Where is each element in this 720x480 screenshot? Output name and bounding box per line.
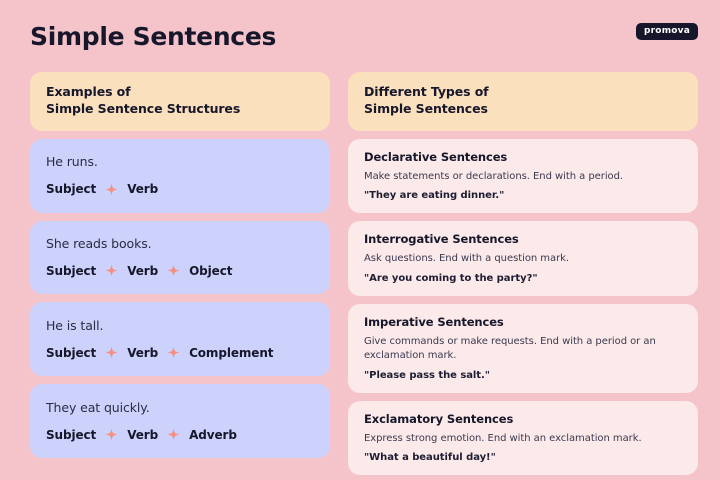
structure-part: Verb xyxy=(127,427,159,442)
sentence-type-card[interactable]: Interrogative Sentences Ask questions. E… xyxy=(348,221,698,296)
left-column-heading: Examples of Simple Sentence Structures xyxy=(30,72,330,131)
structure-card[interactable]: He runs. Subject Verb xyxy=(30,138,330,213)
sentence-type-example: "Are you coming to the party?" xyxy=(364,272,538,284)
structure-example: She reads books. xyxy=(46,235,152,251)
structure-formula: Subject Verb Object xyxy=(46,264,314,278)
plus-icon xyxy=(105,264,118,277)
plus-icon xyxy=(105,183,118,196)
left-column: Examples of Simple Sentence Structures H… xyxy=(30,72,330,458)
plus-icon xyxy=(167,346,180,359)
structure-card[interactable]: They eat quickly. Subject Verb Adverb xyxy=(30,384,330,458)
sentence-type-example: "Please pass the salt." xyxy=(364,369,490,381)
structure-card[interactable]: She reads books. Subject Verb Object xyxy=(30,220,330,295)
plus-icon xyxy=(105,346,118,359)
plus-icon xyxy=(105,428,118,441)
structure-part: Subject xyxy=(46,427,97,442)
structure-formula: Subject Verb Complement xyxy=(46,346,314,360)
structure-part: Subject xyxy=(46,345,97,360)
sentence-type-description: Make statements or declarations. End wit… xyxy=(364,170,624,182)
left-heading-line-1: Examples of xyxy=(46,84,131,99)
structure-part: Verb xyxy=(127,263,159,278)
sentence-type-title: Declarative Sentences xyxy=(364,149,508,164)
structure-part: Object xyxy=(189,263,233,278)
sentence-type-card[interactable]: Imperative Sentences Give commands or ma… xyxy=(348,303,698,393)
sentence-type-title: Interrogative Sentences xyxy=(364,232,519,247)
structure-formula: Subject Verb xyxy=(46,182,314,196)
structure-example: They eat quickly. xyxy=(46,399,150,415)
sentence-type-description: Give commands or make requests. End with… xyxy=(364,335,656,362)
structure-part: Complement xyxy=(189,345,274,360)
page-header: Simple Sentences promova xyxy=(0,0,720,64)
structure-part: Subject xyxy=(46,263,97,278)
structure-part: Verb xyxy=(127,182,159,197)
structure-formula: Subject Verb Adverb xyxy=(46,428,314,442)
structure-part: Subject xyxy=(46,182,97,197)
right-column-heading: Different Types of Simple Sentences xyxy=(348,72,698,131)
sentence-type-description: Express strong emotion. End with an excl… xyxy=(364,432,642,444)
sentence-type-example: "What a beautiful day!" xyxy=(364,452,496,464)
promova-logo: promova xyxy=(636,23,698,40)
page-title: Simple Sentences xyxy=(30,22,277,51)
sentence-type-example: "They are eating dinner." xyxy=(364,190,505,202)
structure-example: He is tall. xyxy=(46,317,104,333)
sentence-type-title: Exclamatory Sentences xyxy=(364,411,514,426)
structure-part: Adverb xyxy=(189,427,237,442)
structure-part: Verb xyxy=(127,345,159,360)
plus-icon xyxy=(167,264,180,277)
content-columns: Examples of Simple Sentence Structures H… xyxy=(30,72,698,476)
sentence-type-card[interactable]: Exclamatory Sentences Express strong emo… xyxy=(348,400,698,476)
right-heading-line-2: Simple Sentences xyxy=(364,100,488,116)
sentence-type-title: Imperative Sentences xyxy=(364,314,504,329)
right-column: Different Types of Simple Sentences Decl… xyxy=(348,72,698,476)
plus-icon xyxy=(167,428,180,441)
right-heading-line-1: Different Types of xyxy=(364,84,489,99)
left-heading-line-2: Simple Sentence Structures xyxy=(46,100,241,116)
sentence-type-description: Ask questions. End with a question mark. xyxy=(364,253,570,265)
sentence-type-card[interactable]: Declarative Sentences Make statements or… xyxy=(348,138,698,214)
structure-example: He runs. xyxy=(46,154,98,170)
structure-card[interactable]: He is tall. Subject Verb Complement xyxy=(30,302,330,377)
